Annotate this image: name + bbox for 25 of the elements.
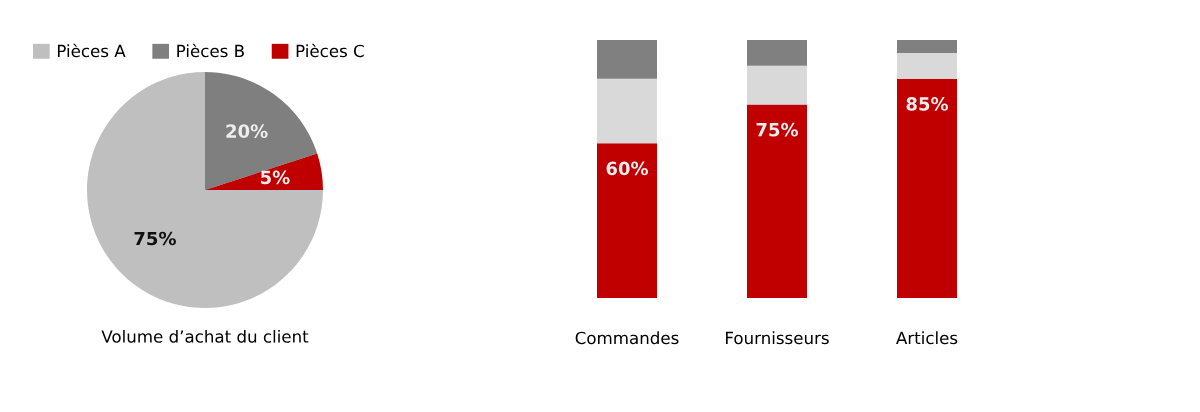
pie-slice <box>87 72 323 308</box>
bar <box>897 52 957 79</box>
data-label: 75% <box>756 122 799 137</box>
data-label: 5% <box>260 170 290 185</box>
data-label: 20% <box>226 124 268 138</box>
bar <box>897 40 957 53</box>
x-tick-label: Fournisseurs <box>726 331 829 345</box>
data-label: 60% <box>606 161 649 176</box>
legend-label: Pièces A <box>57 43 126 58</box>
legend-label: Pièces C <box>296 43 364 58</box>
x-tick-label: Commandes <box>575 331 679 345</box>
pie-slice <box>205 72 318 190</box>
bar <box>597 78 657 144</box>
bar <box>747 104 807 298</box>
data-label: 75% <box>134 231 176 246</box>
x-tick-label: Articles <box>896 331 958 345</box>
bar <box>597 143 657 298</box>
text: Volume d’achat du client <box>101 329 309 343</box>
pie-slice <box>205 153 323 190</box>
data-label: 85% <box>906 97 949 111</box>
bar <box>897 78 957 298</box>
bar <box>747 65 807 105</box>
bar <box>597 40 657 79</box>
bar <box>747 40 807 66</box>
legend-label: Pièces B <box>177 43 244 58</box>
